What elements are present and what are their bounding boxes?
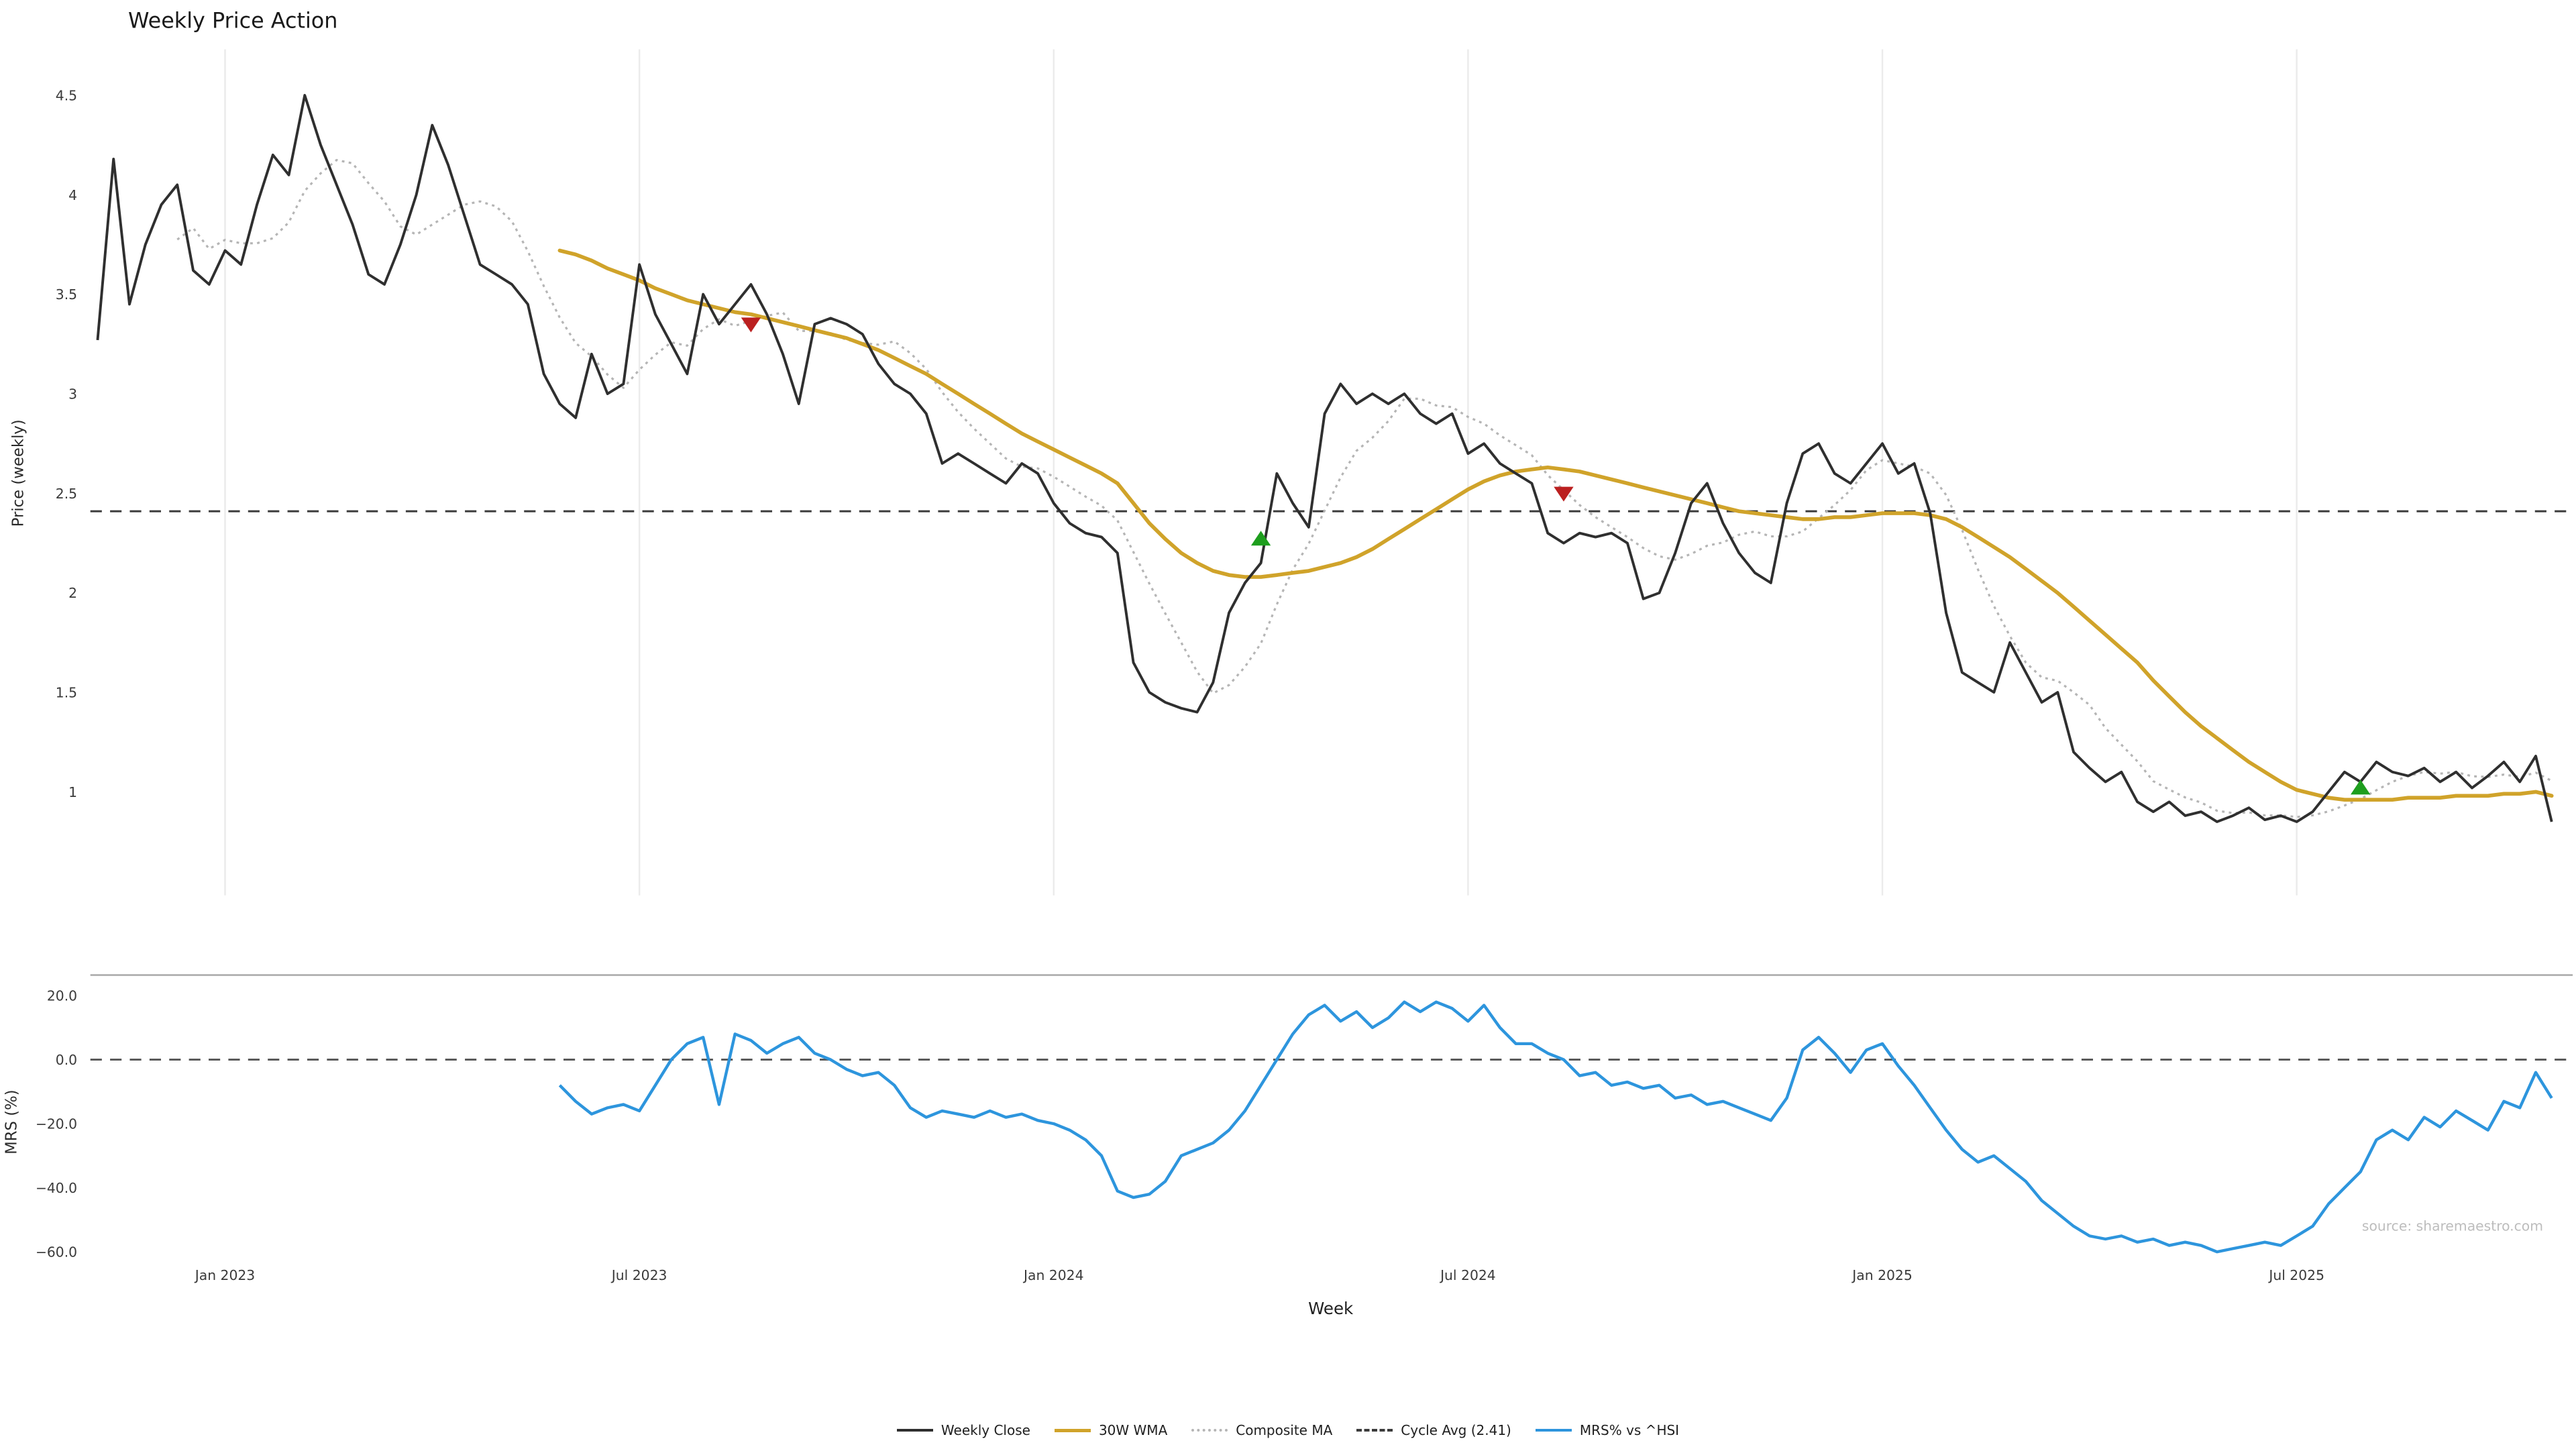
mrs-tick-label: 20.0 xyxy=(47,987,77,1004)
legend-item-cycle-avg: Cycle Avg (2.41) xyxy=(1356,1422,1511,1438)
cycle-avg-line-swatch xyxy=(1356,1429,1393,1432)
price-tick-label: 3.5 xyxy=(56,286,77,303)
price-tick-label: 2 xyxy=(68,585,77,601)
x-tick-label: Jul 2025 xyxy=(2267,1267,2324,1283)
legend-item-mrs: MRS% vs ^HSI xyxy=(1535,1422,1680,1438)
price-tick-label: 1.5 xyxy=(56,684,77,700)
weekly-close-line-swatch xyxy=(896,1429,933,1432)
legend-label-composite-ma: Composite MA xyxy=(1236,1422,1333,1438)
price-axis-label: Price (weekly) xyxy=(9,419,27,527)
price-tick-label: 4 xyxy=(68,187,77,203)
chart-legend: Weekly Close 30W WMA Composite MA Cycle … xyxy=(0,1422,2576,1438)
legend-label-cycle-avg: Cycle Avg (2.41) xyxy=(1401,1422,1511,1438)
legend-label-30w-wma: 30W WMA xyxy=(1098,1422,1168,1438)
x-tick-label: Jan 2024 xyxy=(1022,1267,1083,1283)
price-tick-label: 2.5 xyxy=(56,486,77,502)
mrs-tick-label: −40.0 xyxy=(36,1180,77,1196)
legend-item-weekly-close: Weekly Close xyxy=(896,1422,1030,1438)
source-credit: source: sharemaestro.com xyxy=(2362,1218,2543,1234)
legend-item-composite-ma: Composite MA xyxy=(1191,1422,1332,1438)
sell-triangle-marker xyxy=(1554,486,1574,502)
chart-title: Weekly Price Action xyxy=(128,8,337,34)
x-tick-label: Jul 2024 xyxy=(1439,1267,1496,1283)
plot-area: Jan 2023 Jul 2023 Jan 2024 Jul 2024 Jan 2025… xyxy=(36,49,2573,1283)
mrs-line-swatch xyxy=(1535,1429,1572,1432)
x-axis-label: Week xyxy=(1308,1299,1354,1318)
mrs-tick-label: −60.0 xyxy=(36,1244,77,1260)
composite-ma-line xyxy=(176,158,2553,818)
buy-triangle-marker xyxy=(1250,531,1271,546)
price-tick-label: 3 xyxy=(68,386,77,402)
sell-triangle-marker xyxy=(741,317,761,333)
x-tick-label: Jul 2023 xyxy=(610,1267,667,1283)
x-tick-label: Jan 2023 xyxy=(194,1267,255,1283)
price-tick-label: 1 xyxy=(68,784,77,800)
wma-line-swatch xyxy=(1054,1428,1091,1432)
wma-line xyxy=(557,248,2554,802)
legend-item-30w-wma: 30W WMA xyxy=(1054,1422,1168,1438)
x-tick-label: Jan 2025 xyxy=(1851,1267,1912,1283)
weekly-close-line xyxy=(96,94,2553,823)
buy-triangle-marker xyxy=(2351,780,2371,795)
mrs-tick-label: −20.0 xyxy=(36,1116,77,1132)
legend-label-mrs: MRS% vs ^HSI xyxy=(1579,1422,1680,1438)
mrs-line xyxy=(558,1000,2553,1254)
mrs-axis-label: MRS (%) xyxy=(3,1089,20,1155)
price-tick-label: 4.5 xyxy=(56,87,77,103)
composite-ma-line-swatch xyxy=(1191,1429,1228,1432)
mrs-tick-label: 0.0 xyxy=(56,1052,77,1068)
legend-label-weekly-close: Weekly Close xyxy=(941,1422,1030,1438)
